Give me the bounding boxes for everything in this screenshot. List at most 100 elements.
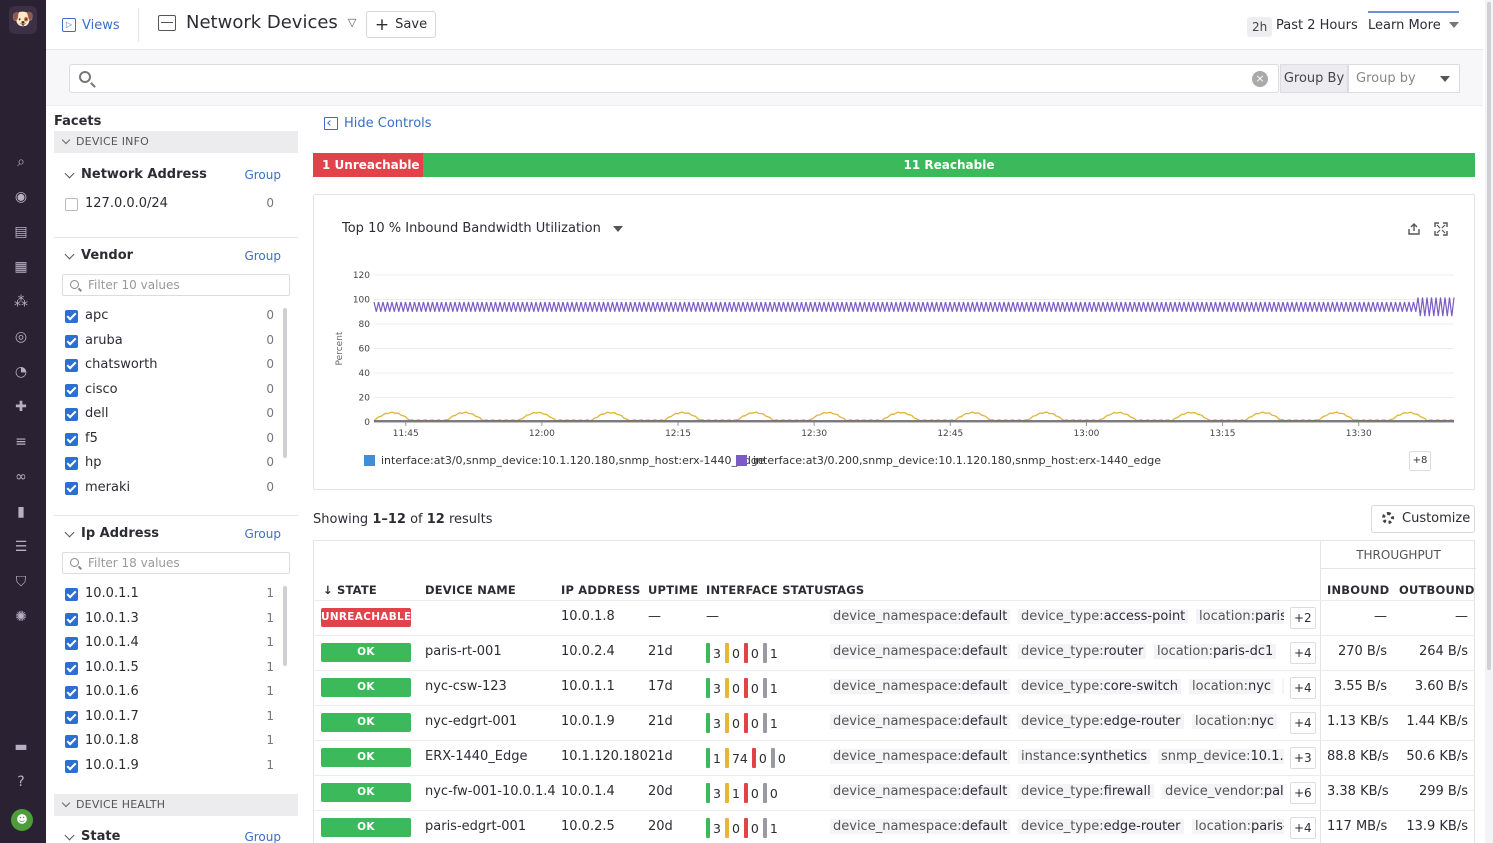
- facet-value-row[interactable]: 127.0.0.0/24 0: [64, 195, 278, 215]
- table-row[interactable]: OK paris-edgrt-001 10.0.2.5 20d 3 0 0 1 device_n…: [314, 810, 1475, 843]
- facet-checkbox[interactable]: [65, 588, 78, 601]
- more-tags-button[interactable]: +4: [1290, 642, 1316, 664]
- save-button[interactable]: + Save: [366, 11, 436, 38]
- rum-icon[interactable]: ☰: [14, 539, 28, 555]
- more-tags-button[interactable]: +4: [1290, 677, 1316, 699]
- integrations-icon[interactable]: ✚: [15, 399, 27, 415]
- facet-checkbox[interactable]: [65, 408, 78, 421]
- tag-chip[interactable]: device_type:core-switch: [1018, 679, 1181, 694]
- facet-network-address[interactable]: Network Address Group: [64, 167, 284, 185]
- col-iface-header[interactable]: INTERFACE STATUS: [706, 583, 833, 597]
- tag-chip[interactable]: device_type:edge-router: [1018, 819, 1184, 834]
- facet-value-row[interactable]: aruba 0: [64, 332, 278, 352]
- datadog-logo-icon[interactable]: 🐶: [9, 6, 37, 34]
- facet-vendor[interactable]: Vendor Group: [64, 248, 284, 266]
- export-icon[interactable]: [1407, 222, 1421, 236]
- facet-value-row[interactable]: cisco 0: [64, 381, 278, 401]
- more-tags-button[interactable]: +6: [1290, 782, 1316, 804]
- col-state-header[interactable]: ↓ STATE: [323, 583, 377, 597]
- more-tags-button[interactable]: +4: [1290, 712, 1316, 734]
- facet-ip-address[interactable]: Ip Address Group: [64, 526, 284, 544]
- vendor-scrollbar[interactable]: [283, 308, 287, 458]
- device-name-cell[interactable]: paris-rt-001: [425, 644, 502, 659]
- group-by-select[interactable]: Group by: [1348, 64, 1460, 93]
- tag-chip[interactable]: device_namespace:default: [830, 749, 1011, 764]
- col-device-name-header[interactable]: DEVICE NAME: [425, 583, 516, 597]
- avatar[interactable]: ☻: [11, 809, 33, 831]
- facet-value-row[interactable]: 10.0.1.5 1: [64, 659, 278, 679]
- facet-value-row[interactable]: 10.0.1.4 1: [64, 634, 278, 654]
- facet-value-row[interactable]: apc 0: [64, 307, 278, 327]
- table-row[interactable]: OK nyc-csw-123 10.0.1.1 17d 3 0 0 1 device_names…: [314, 670, 1475, 705]
- tag-chip[interactable]: snmp_device:10.1.120.1...: [1158, 749, 1284, 764]
- more-tags-button[interactable]: +2: [1290, 607, 1316, 629]
- clear-search-icon[interactable]: ×: [1252, 71, 1268, 87]
- more-tags-button[interactable]: +3: [1290, 747, 1316, 769]
- views-button[interactable]: ▷ Views: [62, 14, 120, 36]
- page-title-dropdown[interactable]: Network Devices ▽: [158, 12, 356, 33]
- search-icon[interactable]: ⌕: [17, 154, 25, 170]
- device-info-section[interactable]: DEVICE INFO: [54, 131, 298, 153]
- ip-filter-input[interactable]: Filter 18 values: [62, 552, 290, 574]
- chat-icon[interactable]: ▬: [14, 739, 28, 755]
- fullscreen-icon[interactable]: [1434, 222, 1448, 236]
- metrics-icon[interactable]: ▦: [14, 259, 28, 275]
- tag-chip[interactable]: device_namespace:default: [830, 714, 1011, 729]
- ip-address-group-link[interactable]: Group: [244, 527, 281, 541]
- tag-chip[interactable]: location:paris-dc1: [1196, 609, 1284, 624]
- ip-scrollbar[interactable]: [283, 586, 287, 666]
- device-name-cell[interactable]: ERX-1440_Edge: [425, 749, 528, 764]
- device-name-cell[interactable]: nyc-fw-001-10.0.1.4: [425, 784, 556, 799]
- state-group-link[interactable]: Group: [244, 830, 281, 843]
- tag-chip[interactable]: location:paris-dc1: [1154, 644, 1277, 659]
- table-row[interactable]: OK paris-rt-001 10.0.2.4 21d 3 0 0 1 device_name…: [314, 635, 1475, 670]
- ci-icon[interactable]: ∞: [15, 469, 27, 485]
- facet-value-row[interactable]: 10.0.1.1 1: [64, 585, 278, 605]
- facet-checkbox[interactable]: [65, 432, 78, 446]
- dashboards-icon[interactable]: ▤: [14, 224, 28, 240]
- network-icon[interactable]: ⁂: [14, 294, 28, 310]
- facet-checkbox[interactable]: [65, 686, 78, 699]
- device-name-cell[interactable]: paris-edgrt-001: [425, 819, 527, 834]
- time-range-label[interactable]: Past 2 Hours: [1276, 18, 1358, 33]
- unreachable-segment[interactable]: 1 Unreachable: [313, 153, 423, 177]
- watchdog-icon[interactable]: ◎: [14, 329, 28, 345]
- network-address-group-link[interactable]: Group: [244, 168, 281, 182]
- facet-state[interactable]: State Group: [64, 829, 284, 843]
- customize-button[interactable]: Customize: [1371, 505, 1475, 533]
- table-row[interactable]: UNREACHABLE 10.0.1.8— — device_namespace:de…: [314, 600, 1475, 635]
- col-inbound-header[interactable]: INBOUND: [1327, 583, 1390, 597]
- facet-checkbox[interactable]: [65, 710, 78, 724]
- facet-checkbox[interactable]: [65, 383, 78, 397]
- vendor-filter-input[interactable]: Filter 10 values: [62, 274, 290, 296]
- logs-icon[interactable]: ≡: [15, 434, 27, 450]
- facet-value-row[interactable]: dell 0: [64, 405, 278, 425]
- tag-chip[interactable]: device_type:edge-router: [1018, 714, 1184, 729]
- facet-value-row[interactable]: hp 0: [64, 454, 278, 474]
- facet-value-row[interactable]: 10.0.1.7 1: [64, 708, 278, 728]
- settings-icon[interactable]: ✺: [15, 609, 27, 625]
- legend-item[interactable]: interface:at3/0.200,snmp_device:10.1.120…: [736, 454, 1161, 467]
- col-uptime-header[interactable]: UPTIME: [648, 583, 699, 597]
- device-name-cell[interactable]: nyc-edgrt-001: [425, 714, 518, 729]
- facet-checkbox[interactable]: [65, 661, 78, 675]
- tag-chip[interactable]: device_type:router: [1018, 644, 1147, 659]
- tag-chip[interactable]: device_type:access-point: [1018, 609, 1189, 624]
- chart-metric-dropdown[interactable]: Top 10 % Inbound Bandwidth Utilization: [342, 221, 623, 236]
- apm-icon[interactable]: ◔: [14, 364, 28, 380]
- help-icon[interactable]: ?: [17, 774, 25, 790]
- tag-chip[interactable]: device_vendor:paloalto...: [1162, 784, 1284, 799]
- page-scrollbar-thumb[interactable]: [1487, 2, 1491, 670]
- facet-checkbox[interactable]: [65, 334, 78, 348]
- facet-value-row[interactable]: 10.0.1.6 1: [64, 683, 278, 703]
- page-scrollbar[interactable]: [1485, 0, 1493, 843]
- facet-checkbox[interactable]: [65, 637, 78, 650]
- time-range-badge[interactable]: 2h: [1247, 17, 1273, 37]
- tag-chip[interactable]: device_namespace:default: [830, 679, 1011, 694]
- table-row[interactable]: OK nyc-edgrt-001 10.0.1.9 21d 3 0 0 1 device_nam…: [314, 705, 1475, 740]
- security-icon[interactable]: ⛉: [15, 574, 27, 590]
- facet-value-row[interactable]: f5 0: [64, 430, 278, 450]
- tag-chip[interactable]: location:nyc: [1189, 679, 1275, 694]
- facet-checkbox[interactable]: [65, 759, 78, 773]
- facet-checkbox[interactable]: [65, 612, 78, 626]
